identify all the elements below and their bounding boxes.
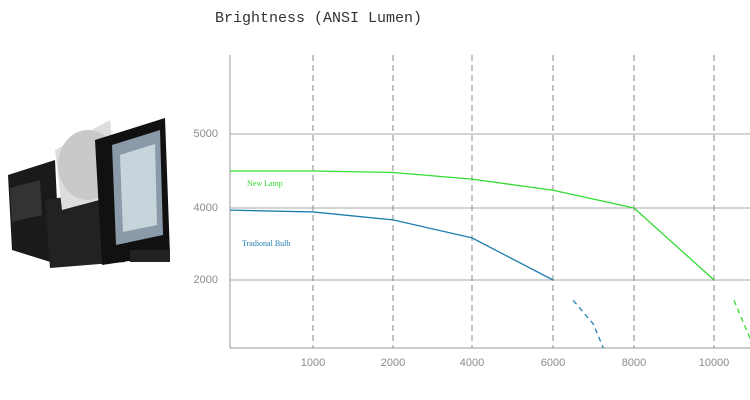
lamp-image (8, 118, 170, 268)
x-tick-label: 10000 (699, 357, 730, 369)
legend-label: New Lamp (247, 179, 283, 188)
y-tick-label: 2000 (194, 274, 218, 286)
x-tick-label: 6000 (541, 357, 565, 369)
x-tick-label: 2000 (381, 357, 405, 369)
chart-title: Brightness (ANSI Lumen) (215, 10, 422, 27)
projected-line (733, 300, 750, 339)
y-tick-label: 5000 (194, 128, 218, 140)
x-tick-label: 4000 (460, 357, 484, 369)
legend-label: Tradional Bulb (242, 239, 290, 248)
projected-line (572, 299, 604, 349)
x-tick-label: 1000 (301, 357, 325, 369)
x-tick-label: 8000 (622, 357, 646, 369)
line (229, 209, 554, 281)
y-tick-label: 4000 (194, 202, 218, 214)
line (230, 170, 715, 281)
